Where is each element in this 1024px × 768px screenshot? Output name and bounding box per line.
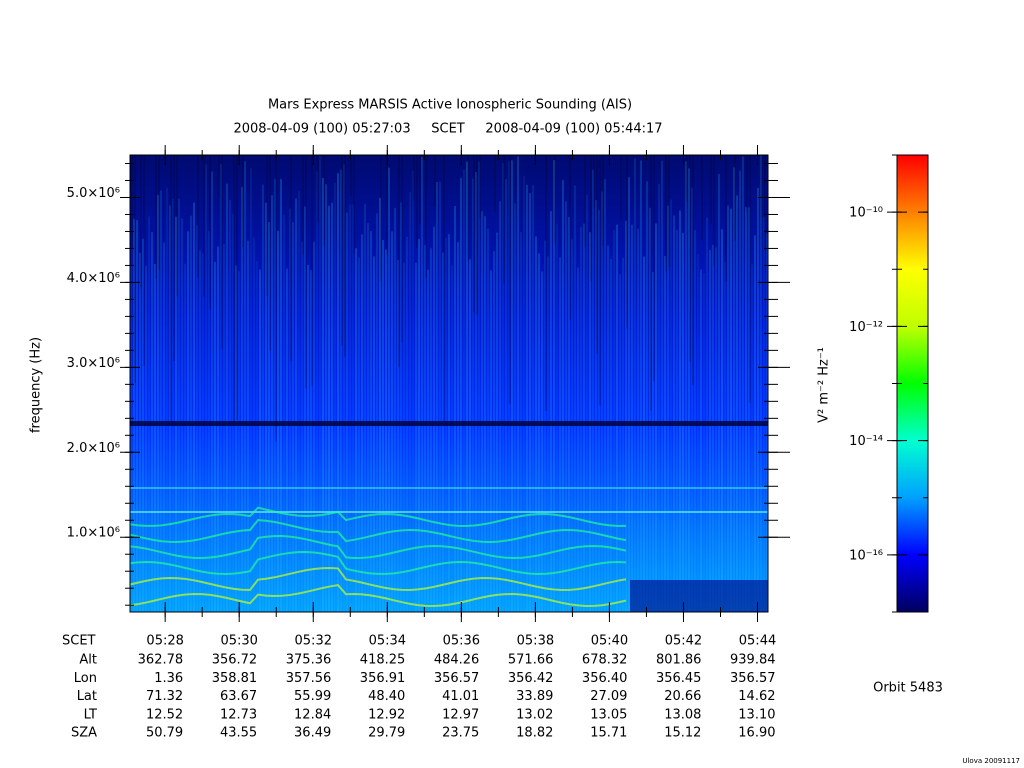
table-cell: 356.45 <box>656 671 702 686</box>
table-cell: 356.57 <box>434 671 480 686</box>
table-cell: 571.66 <box>508 653 554 668</box>
table-cell: 12.84 <box>294 707 331 722</box>
table-cell: 43.55 <box>220 726 257 741</box>
table-cell: 29.79 <box>368 726 405 741</box>
table-cell: 18.82 <box>516 726 553 741</box>
table-cell: 15.12 <box>664 726 701 741</box>
x-tick-label: 05:32 <box>295 634 332 649</box>
table-cell: 801.86 <box>656 653 702 668</box>
table-cell: 418.25 <box>360 653 406 668</box>
colorbar-label: V² m⁻² Hz⁻¹ <box>817 347 832 423</box>
table-cell: 375.36 <box>286 653 332 668</box>
colorbar-tick-label: 10⁻¹² <box>849 320 883 335</box>
texture-echo <box>129 551 627 575</box>
y-tick-label: 2.0×10⁶ <box>67 441 120 456</box>
texture-echo <box>129 506 627 527</box>
x-tick-label: 05:36 <box>443 634 480 649</box>
table-cell: 36.49 <box>294 726 331 741</box>
texture-band <box>630 580 768 612</box>
row-label: Alt <box>79 653 97 668</box>
table-cell: 13.02 <box>516 707 553 722</box>
row-label: Lon <box>74 671 97 686</box>
table-cell: 13.08 <box>664 707 701 722</box>
x-tick-label: 05:30 <box>220 634 257 649</box>
table-cell: 356.40 <box>582 671 628 686</box>
table-cell: 484.26 <box>434 653 480 668</box>
chart-title: Mars Express MARSIS Active Ionospheric S… <box>268 98 632 113</box>
table-cell: 71.32 <box>146 689 183 704</box>
texture-echo <box>129 567 627 592</box>
table-cell: 33.89 <box>516 689 553 704</box>
table-cell: 12.73 <box>220 707 257 722</box>
table-cell: 939.84 <box>730 653 776 668</box>
table-cell: 1.36 <box>154 671 183 686</box>
table-cell: 357.56 <box>286 671 332 686</box>
table-cell: 55.99 <box>294 689 331 704</box>
colorbar-tick-label: 10⁻¹⁶ <box>849 548 883 563</box>
texture-echo <box>129 519 627 543</box>
y-tick-label: 1.0×10⁶ <box>67 526 120 541</box>
table-cell: 356.42 <box>508 671 554 686</box>
table-cell: 27.09 <box>590 689 627 704</box>
row-label: SCET <box>62 634 96 649</box>
y-tick-label: 3.0×10⁶ <box>67 356 120 371</box>
table-cell: 356.72 <box>212 653 258 668</box>
orbit-label: Orbit 5483 <box>873 681 943 696</box>
table-cell: 358.81 <box>212 671 258 686</box>
table-cell: 41.01 <box>442 689 479 704</box>
table-cell: 23.75 <box>442 726 479 741</box>
x-tick-label: 05:28 <box>146 634 183 649</box>
row-label: LT <box>84 707 97 722</box>
y-axis-label: frequency (Hz) <box>29 337 44 433</box>
table-cell: 20.66 <box>664 689 701 704</box>
table-cell: 50.79 <box>146 726 183 741</box>
row-label: SZA <box>71 726 97 741</box>
table-cell: 16.90 <box>738 726 775 741</box>
table-cell: 356.91 <box>360 671 406 686</box>
table-cell: 14.62 <box>738 689 775 704</box>
y-tick-label: 4.0×10⁶ <box>67 271 120 286</box>
table-cell: 13.05 <box>590 707 627 722</box>
spectrogram-image <box>129 155 769 612</box>
x-tick-label: 05:38 <box>517 634 554 649</box>
texture-band <box>130 487 768 489</box>
table-cell: 63.67 <box>220 689 257 704</box>
x-tick-label: 05:34 <box>369 634 406 649</box>
table-cell: 15.71 <box>590 726 627 741</box>
row-label: Lat <box>77 689 97 704</box>
table-cell: 678.32 <box>582 653 628 668</box>
texture-echo <box>129 584 627 607</box>
chart-subtitle: 2008-04-09 (100) 05:27:03 SCET 2008-04-0… <box>233 122 662 137</box>
colorbar-tick-label: 10⁻¹⁴ <box>849 434 883 449</box>
y-tick-label: 5.0×10⁶ <box>67 186 120 201</box>
table-cell: 48.40 <box>368 689 405 704</box>
table-cell: 12.52 <box>146 707 183 722</box>
table-cell: 13.10 <box>738 707 775 722</box>
table-cell: 12.92 <box>368 707 405 722</box>
texture-band <box>130 421 768 426</box>
plot-frame <box>129 154 769 613</box>
texture-echo <box>129 535 627 560</box>
x-tick-label: 05:42 <box>665 634 702 649</box>
table-cell: 362.78 <box>138 653 184 668</box>
table-cell: 356.57 <box>730 671 776 686</box>
table-cell: 12.97 <box>442 707 479 722</box>
colorbar-tick-label: 10⁻¹⁰ <box>849 206 883 221</box>
x-tick-label: 05:40 <box>591 634 628 649</box>
footer: Ulova 20091117 <box>962 757 1020 765</box>
x-tick-label: 05:44 <box>739 634 776 649</box>
texture-band <box>130 511 768 513</box>
